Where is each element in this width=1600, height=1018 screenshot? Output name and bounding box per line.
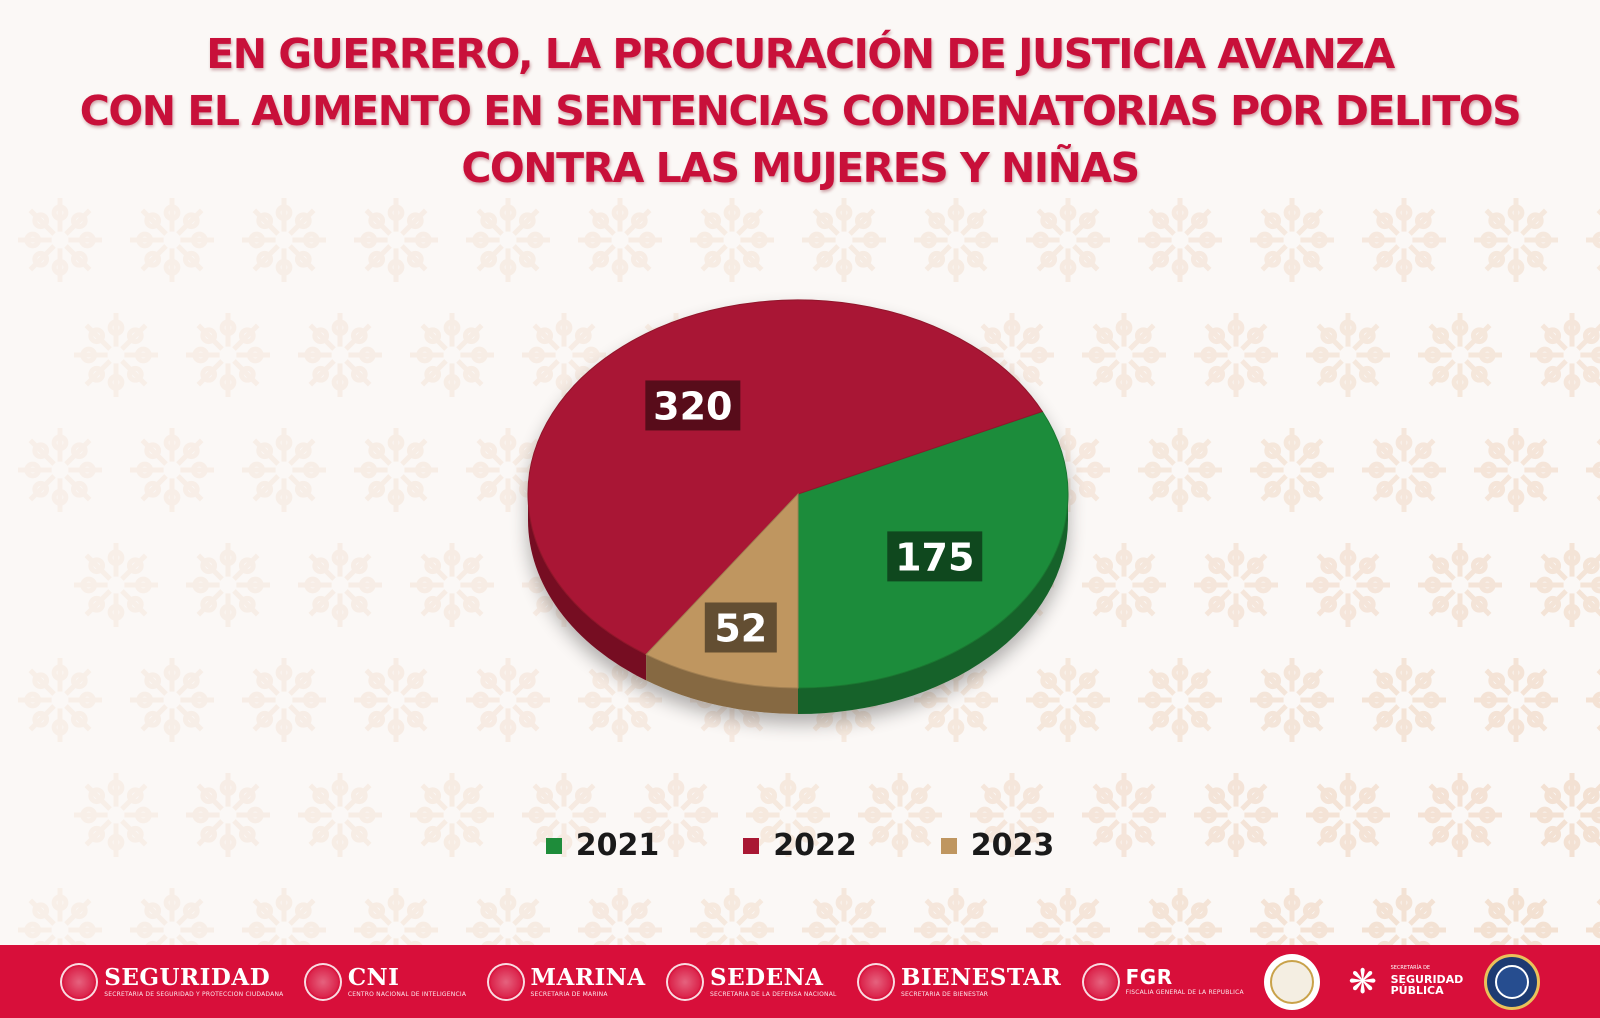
chart-legend: 2021 2022 2023 [0, 828, 1600, 863]
legend-label-2022: 2022 [773, 828, 857, 863]
legend-item-2022: 2022 [743, 828, 857, 863]
data-label-2022: 320 [645, 380, 741, 431]
logo-ssp-line2: PÚBLICA [1390, 984, 1444, 998]
logo-bienestar-name: BIENESTAR [900, 963, 1062, 991]
data-label-text-2023: 52 [714, 606, 767, 650]
footer-logo-bar: SEGURIDAD SECRETARÍA DE SEGURIDAD Y PROT… [0, 945, 1600, 1018]
logo-seguridad-name: SEGURIDAD [104, 963, 271, 991]
mexico-seal-icon [60, 962, 99, 1001]
logo-sedena-name: SEDENA [709, 963, 824, 991]
data-label-2021: 175 [887, 531, 983, 582]
background-pattern [18, 198, 1600, 945]
page-title: EN GUERRERO, LA PROCURACIÓN DE JUSTICIA … [0, 26, 1600, 197]
logo-fgr-sub: FISCALÍA GENERAL DE LA REPÚBLICA [1125, 989, 1244, 996]
mexico-seal-icon [856, 962, 895, 1001]
legend-item-2021: 2021 [545, 828, 660, 863]
legend-label-2021: 2021 [575, 828, 660, 863]
guardia-nacional-emblem-icon [1264, 953, 1321, 1010]
legend-swatch-2022 [743, 837, 760, 854]
logo-cni-sub: CENTRO NACIONAL DE INTELIGENCIA [347, 990, 467, 998]
logo-sedena-sub: SECRETARÍA DE LA DEFENSA NACIONAL [709, 990, 837, 998]
logo-cni-name: CNI [347, 963, 400, 991]
title-line-1: EN GUERRERO, LA PROCURACIÓN DE JUSTICIA … [206, 30, 1395, 78]
pie-slice-side-2023 [646, 654, 798, 714]
data-label-2023: 52 [704, 602, 777, 653]
logo-seguridad-sub: SECRETARÍA DE SEGURIDAD Y PROTECCIÓN CIU… [104, 990, 284, 998]
legend-item-2023: 2023 [940, 828, 1055, 863]
logo-ssp: ❋ SECRETARÍA DE SEGURIDAD PÚBLICA [1341, 961, 1464, 1002]
logo-bienestar: BIENESTAR SECRETARÍA DE BIENESTAR [856, 962, 1062, 1001]
logo-sedena: SEDENA SECRETARÍA DE LA DEFENSA NACIONAL [665, 962, 837, 1001]
pie-chart: 175 320 52 [527, 299, 1069, 714]
ssp-emblem-icon: ❋ [1348, 961, 1377, 1002]
legend-label-2023: 2023 [970, 828, 1055, 863]
legend-swatch-2023 [940, 837, 957, 854]
logo-marina: MARINA SECRETARÍA DE MARINA [486, 962, 646, 1001]
mexico-seal-icon [486, 962, 525, 1001]
logo-bienestar-sub: SECRETARÍA DE BIENESTAR [900, 990, 989, 998]
logo-fgr: FGR FISCALÍA GENERAL DE LA REPÚBLICA [1081, 962, 1244, 1001]
pie-slice-side-2022 [528, 494, 647, 681]
title-line-3: CONTRA LAS MUJERES Y NIÑAS [461, 144, 1140, 192]
logo-marina-sub: SECRETARÍA DE MARINA [530, 990, 608, 998]
logo-ssp-line1: SEGURIDAD [1390, 972, 1464, 986]
data-label-text-2021: 175 [895, 535, 974, 579]
logo-cni: CNI CENTRO NACIONAL DE INTELIGENCIA [303, 962, 467, 1001]
pie-slice-side-2021 [798, 494, 1068, 714]
data-label-text-2022: 320 [653, 384, 732, 428]
legend-swatch-2021 [545, 837, 562, 854]
logo-ssp-small: SECRETARÍA DE [1390, 965, 1431, 972]
title-line-2: CON EL AUMENTO EN SENTENCIAS CONDENATORI… [79, 87, 1522, 135]
mexico-seal-icon [1081, 962, 1120, 1001]
mexico-seal-icon [665, 962, 704, 1001]
mexico-seal-icon [303, 962, 342, 1001]
fge-emblem-icon [1483, 953, 1540, 1010]
logo-marina-name: MARINA [530, 963, 646, 991]
logo-seguridad: SEGURIDAD SECRETARÍA DE SEGURIDAD Y PROT… [60, 962, 284, 1001]
logo-fgr-name: FGR [1125, 965, 1173, 989]
